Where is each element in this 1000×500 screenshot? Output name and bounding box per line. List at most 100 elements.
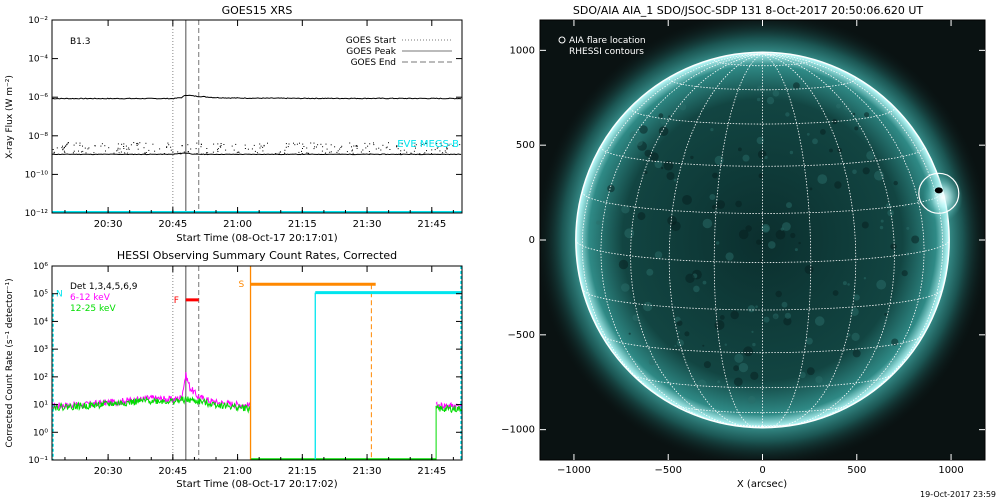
- goes-scatter-point: [320, 143, 322, 145]
- goes-scatter-point: [368, 151, 370, 152]
- goes-scatter-point: [196, 142, 198, 144]
- aia-ytick-label: −500: [508, 330, 535, 341]
- goes-scatter-point: [287, 146, 289, 148]
- aia-disk-texture: [666, 172, 675, 180]
- goes-scatter-point: [259, 143, 261, 145]
- goes-scatter-point: [310, 142, 312, 144]
- goes-scatter-point: [367, 145, 369, 147]
- goes-scatter-point: [306, 152, 308, 154]
- goes-legend-label: GOES End: [351, 58, 396, 68]
- aia-disk-texture: [685, 273, 695, 283]
- goes-scatter-point: [355, 145, 357, 147]
- aia-rhessi-contour: [934, 187, 943, 194]
- goes-scatter-point: [388, 142, 389, 144]
- goes-scatter-point: [219, 145, 221, 147]
- goes-scatter-point: [434, 149, 436, 151]
- goes-scatter-point: [133, 142, 135, 144]
- aia-disk-texture: [763, 316, 770, 323]
- aia-xtick-label: 1000: [938, 465, 963, 476]
- goes-scatter-point: [168, 144, 170, 146]
- goes-scatter-point: [339, 148, 341, 150]
- aia-disk-texture: [829, 148, 833, 153]
- goes-scatter-point: [298, 151, 300, 153]
- goes-scatter-point: [424, 152, 426, 154]
- goes-scatter-point: [125, 145, 127, 147]
- goes-scatter-point: [420, 142, 422, 144]
- aia-disk-texture: [684, 331, 690, 337]
- goes-scatter-point: [137, 148, 139, 150]
- goes-scatter-point: [336, 151, 338, 153]
- goes-short-channel-line: [52, 152, 462, 156]
- goes-scatter-point: [79, 144, 81, 146]
- aia-disk-texture: [725, 252, 734, 261]
- aia-disk-texture: [621, 283, 630, 292]
- goes-scatter-point: [130, 144, 132, 146]
- aia-disk-texture: [847, 333, 851, 337]
- goes-scatter-point: [330, 144, 332, 146]
- goes-scatter-point: [225, 149, 227, 151]
- aia-disk-texture: [712, 204, 717, 210]
- goes-scatter-point: [200, 143, 202, 145]
- goes-scatter-point: [356, 147, 358, 149]
- goes-scatter-point: [128, 147, 130, 149]
- hessi-xtick-label: 21:30: [353, 466, 382, 477]
- aia-disk-texture: [785, 112, 790, 117]
- aia-latitude-line: [581, 191, 944, 214]
- goes-xtick-label: 21:00: [223, 219, 252, 230]
- aia-disk-texture: [733, 377, 743, 387]
- goes-scatter-point: [67, 142, 69, 143]
- goes-scatter-point: [220, 146, 222, 148]
- goes-scatter-point: [235, 143, 237, 145]
- goes-scatter-point: [396, 145, 398, 147]
- goes-scatter-point: [220, 143, 222, 144]
- goes-scatter-point: [302, 143, 304, 145]
- aia-disk-texture: [648, 358, 656, 366]
- goes-scatter-point: [363, 153, 365, 155]
- goes-scatter-point: [105, 150, 106, 152]
- aia-disk-texture: [789, 150, 794, 155]
- goes-scatter-point: [301, 150, 302, 152]
- hessi-xlabel: Start Time (08-Oct-17 20:17:02): [176, 479, 337, 490]
- aia-disk-texture: [646, 268, 654, 276]
- goes-scatter-point: [177, 151, 179, 153]
- goes-scatter-point: [403, 149, 405, 151]
- goes-scatter-point: [167, 142, 169, 144]
- goes-scatter-point: [136, 143, 138, 145]
- goes-scatter-point: [446, 148, 448, 150]
- goes-scatter-point: [73, 144, 75, 146]
- goes-scatter-point: [200, 146, 202, 148]
- goes-scatter-point: [117, 147, 119, 149]
- aia-disk-texture: [710, 128, 714, 132]
- goes-scatter-point: [67, 142, 69, 144]
- goes-scatter-point: [396, 146, 398, 147]
- goes-xtick-label: 21:45: [417, 219, 446, 230]
- hessi-xtick-label: 21:15: [288, 466, 317, 477]
- goes-scatter-point: [78, 150, 79, 152]
- aia-disk-texture: [836, 103, 841, 109]
- goes-scatter-point: [207, 152, 209, 154]
- aia-xtick-label: 500: [847, 465, 866, 476]
- goes-scatter-point: [278, 152, 280, 154]
- goes-scatter-point: [401, 143, 403, 145]
- aia-disk-texture: [750, 371, 759, 380]
- aia-axes: −1000 −500 0 500 1000 −1000 −500 0 500 1000: [501, 20, 985, 476]
- aia-disk-texture: [759, 259, 763, 262]
- hessi-xtick-label: 20:30: [94, 466, 123, 477]
- hessi-plot-area: S N F: [52, 266, 462, 460]
- goes-scatter-point: [119, 148, 121, 150]
- goes-legend-label: GOES Start: [346, 36, 397, 46]
- aia-legend-rhessi: RHESSI contours: [569, 47, 644, 57]
- aia-disk-texture: [812, 138, 818, 145]
- aia-disk-texture: [891, 338, 899, 346]
- goes-scatter-point: [154, 150, 156, 152]
- aia-disk-texture: [607, 184, 615, 193]
- goes-scatter-point: [101, 143, 103, 145]
- aia-legend-flare: AIA flare location: [569, 36, 646, 46]
- goes-scatter-point: [410, 152, 412, 154]
- goes-scatter-point: [322, 146, 324, 148]
- goes-scatter-point: [360, 151, 362, 153]
- goes-scatter-point: [220, 144, 222, 146]
- goes-scatter-point: [82, 145, 83, 147]
- goes-scatter-point: [284, 152, 285, 154]
- aia-disk-texture: [758, 173, 764, 179]
